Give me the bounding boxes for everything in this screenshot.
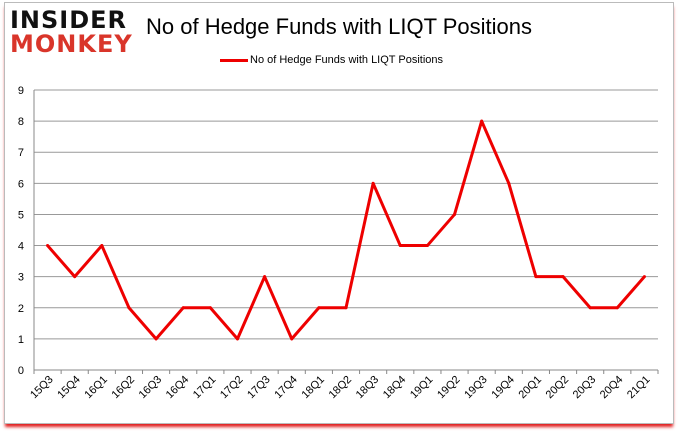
data-point: [263, 275, 267, 279]
series-line: [46, 119, 646, 341]
data-point: [235, 337, 239, 341]
y-tick-label: 8: [18, 116, 24, 128]
x-tick-label: 19Q1: [408, 374, 436, 402]
x-tick-label: 18Q3: [354, 374, 382, 402]
y-tick-label: 6: [18, 178, 24, 190]
chart-frame: [4, 2, 674, 424]
x-tick-label: 20Q2: [544, 374, 572, 402]
logo-line1: INSIDER: [10, 6, 128, 34]
x-tick-label: 20Q1: [517, 374, 545, 402]
data-point: [317, 306, 321, 310]
data-point: [425, 244, 429, 248]
x-tick-label: 16Q1: [82, 374, 110, 402]
x-tick-label: 18Q2: [327, 374, 355, 402]
x-tick-label: 16Q3: [137, 374, 165, 402]
y-tick-label: 0: [18, 365, 24, 377]
x-tick-label: 16Q4: [164, 374, 192, 402]
x-tick-label: 21Q1: [625, 374, 653, 402]
x-tick-label: 19Q2: [435, 374, 463, 402]
data-point: [480, 119, 484, 123]
data-point: [208, 306, 212, 310]
y-tick-label: 9: [18, 85, 24, 97]
data-point: [398, 244, 402, 248]
data-point: [615, 306, 619, 310]
insider-monkey-logo: INSIDER MONKEY: [10, 8, 133, 56]
x-tick-label: 15Q4: [55, 374, 83, 402]
data-point: [46, 244, 50, 248]
x-tick-label: 16Q2: [110, 374, 138, 402]
data-point: [507, 181, 511, 185]
x-tick-label: 18Q1: [299, 374, 327, 402]
data-point: [290, 337, 294, 341]
data-point: [534, 275, 538, 279]
x-tick-label: 15Q3: [28, 374, 56, 402]
data-point: [181, 306, 185, 310]
legend-swatch: [220, 58, 248, 62]
y-tick-label: 3: [18, 272, 24, 284]
x-tick-label: 17Q4: [272, 374, 300, 402]
data-point: [371, 181, 375, 185]
data-point: [154, 337, 158, 341]
y-tick-label: 5: [18, 209, 24, 221]
y-tick-label: 1: [18, 334, 24, 346]
x-tick-label: 17Q2: [218, 374, 246, 402]
data-point: [73, 275, 77, 279]
y-tick-label: 7: [18, 147, 24, 159]
y-tick-label: 2: [18, 303, 24, 315]
chart-title: No of Hedge Funds with LIQT Positions: [146, 14, 533, 39]
data-point: [453, 212, 457, 216]
data-point: [642, 275, 646, 279]
x-tick-label: 17Q3: [245, 374, 273, 402]
legend: No of Hedge Funds with LIQT Positions: [220, 54, 443, 66]
x-tick-label: 19Q3: [462, 374, 490, 402]
x-tick-label: 18Q4: [381, 374, 409, 402]
x-tick-label: 20Q4: [598, 374, 626, 402]
data-point: [100, 244, 104, 248]
legend-label: No of Hedge Funds with LIQT Positions: [250, 54, 444, 66]
x-tick-label: 19Q4: [489, 374, 517, 402]
logo-line2: MONKEY: [10, 30, 133, 58]
x-tick-label: 17Q1: [191, 374, 219, 402]
data-point: [344, 306, 348, 310]
data-point: [127, 306, 131, 310]
data-point: [561, 275, 565, 279]
y-tick-label: 4: [18, 241, 24, 253]
data-point: [588, 306, 592, 310]
x-tick-label: 20Q3: [571, 374, 599, 402]
